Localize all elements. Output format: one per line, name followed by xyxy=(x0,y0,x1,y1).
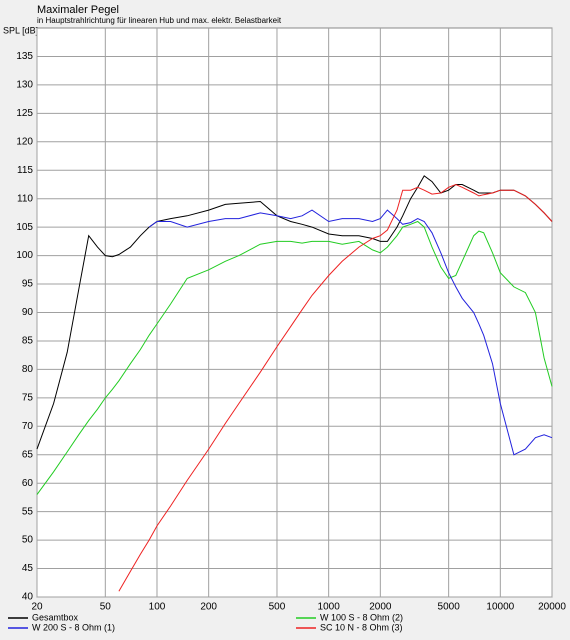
legend-label: W 100 S - 8 Ohm (2) xyxy=(320,612,403,622)
series-line xyxy=(118,183,553,592)
y-tick-label: 45 xyxy=(22,563,34,574)
series-line xyxy=(148,209,553,456)
x-tick-label: 500 xyxy=(269,602,286,613)
y-tick-label: 40 xyxy=(22,592,34,603)
x-tick-label: 50 xyxy=(100,602,112,613)
legend-label: SC 10 N - 8 Ohm (3) xyxy=(320,622,403,632)
y-axis-label: SPL [dB] xyxy=(3,25,38,35)
x-tick-label: 1000 xyxy=(318,602,341,613)
x-tick-label: 200 xyxy=(200,602,217,613)
y-tick-label: 135 xyxy=(16,51,33,62)
legend-label: Gesamtbox xyxy=(32,612,79,622)
y-tick-label: 55 xyxy=(22,506,34,517)
legend-label: W 200 S - 8 Ohm (1) xyxy=(32,622,115,632)
y-tick-label: 65 xyxy=(22,449,34,460)
x-tick-label: 100 xyxy=(149,602,166,613)
y-tick-label: 60 xyxy=(22,478,34,489)
y-tick-label: 95 xyxy=(22,279,34,290)
y-tick-label: 115 xyxy=(17,165,33,176)
y-tick-label: 130 xyxy=(16,80,33,91)
y-tick-label: 80 xyxy=(22,364,34,375)
series-line xyxy=(36,175,553,450)
y-tick-label: 120 xyxy=(16,136,33,147)
x-tick-label: 5000 xyxy=(438,602,461,613)
series-line xyxy=(36,220,553,495)
x-tick-label: 20 xyxy=(31,602,43,613)
y-tick-label: 50 xyxy=(22,535,34,546)
y-tick-label: 105 xyxy=(16,222,33,233)
x-tick-label: 20000 xyxy=(538,602,566,613)
x-tick-label: 10000 xyxy=(486,602,514,613)
x-tick-label: 2000 xyxy=(369,602,392,613)
chart-title: Maximaler Pegel xyxy=(37,4,119,16)
y-tick-label: 100 xyxy=(16,250,33,261)
y-tick-label: 125 xyxy=(16,108,33,119)
chart-subtitle: in Hauptstrahlrichtung für linearen Hub … xyxy=(37,16,282,25)
y-tick-label: 75 xyxy=(22,392,34,403)
y-tick-label: 85 xyxy=(22,336,34,347)
y-tick-label: 110 xyxy=(17,193,33,204)
y-tick-label: 90 xyxy=(22,307,34,318)
y-tick-label: 70 xyxy=(22,421,34,432)
